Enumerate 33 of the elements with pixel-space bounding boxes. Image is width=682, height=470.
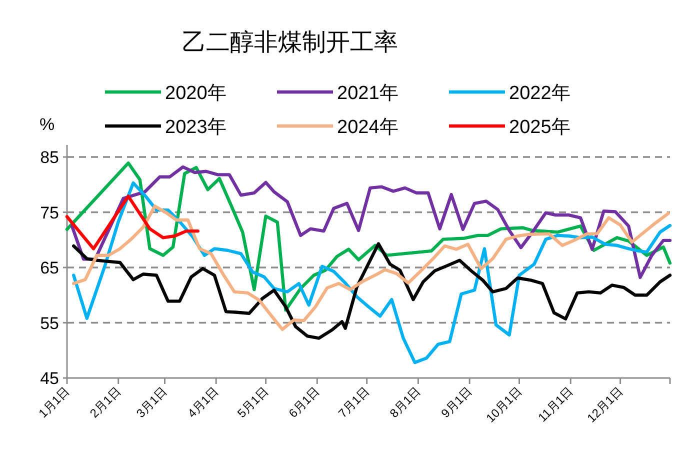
legend-item: 2023年 bbox=[105, 117, 226, 138]
x-tick-label: 5月1日 bbox=[234, 384, 271, 421]
legend-item: 2024年 bbox=[277, 117, 398, 138]
x-tick-label: 4月1日 bbox=[184, 384, 222, 421]
line-series bbox=[72, 181, 672, 364]
legend-label: 2020年 bbox=[165, 83, 226, 104]
y-tick-label: 85 bbox=[40, 148, 59, 167]
y-axis-title: % bbox=[39, 115, 55, 134]
x-tick-label: 11月1日 bbox=[535, 384, 576, 425]
line-series bbox=[65, 194, 200, 250]
legend-item: 2021年 bbox=[277, 83, 398, 104]
line-series bbox=[72, 242, 672, 340]
x-tick-label: 3月1日 bbox=[134, 384, 170, 421]
legend-item: 2025年 bbox=[449, 117, 570, 138]
y-tick-label: 55 bbox=[40, 314, 59, 333]
y-tick-label: 65 bbox=[40, 258, 59, 278]
x-tick-label: 12月1日 bbox=[584, 384, 626, 426]
line-series bbox=[72, 204, 670, 331]
x-tick-label: 8月1日 bbox=[387, 384, 424, 421]
y-tick-label: 75 bbox=[40, 203, 59, 222]
x-tick-label: 9月1日 bbox=[438, 384, 475, 421]
legend-item: 2020年 bbox=[105, 83, 226, 104]
legend-label: 2024年 bbox=[337, 117, 398, 138]
chart-title: 乙二醇非煤制开工率 bbox=[182, 29, 398, 56]
x-tick-label: 7月1日 bbox=[336, 384, 372, 421]
x-tick-label: 10月1日 bbox=[483, 384, 524, 426]
legend-label: 2022年 bbox=[509, 83, 570, 104]
x-tick-label: 6月1日 bbox=[286, 384, 322, 421]
legend-label: 2021年 bbox=[337, 83, 398, 104]
legend-label: 2025年 bbox=[509, 117, 570, 138]
legend-label: 2023年 bbox=[165, 117, 226, 138]
x-tick-label: 2月1日 bbox=[87, 384, 124, 421]
legend-item: 2022年 bbox=[449, 83, 570, 104]
